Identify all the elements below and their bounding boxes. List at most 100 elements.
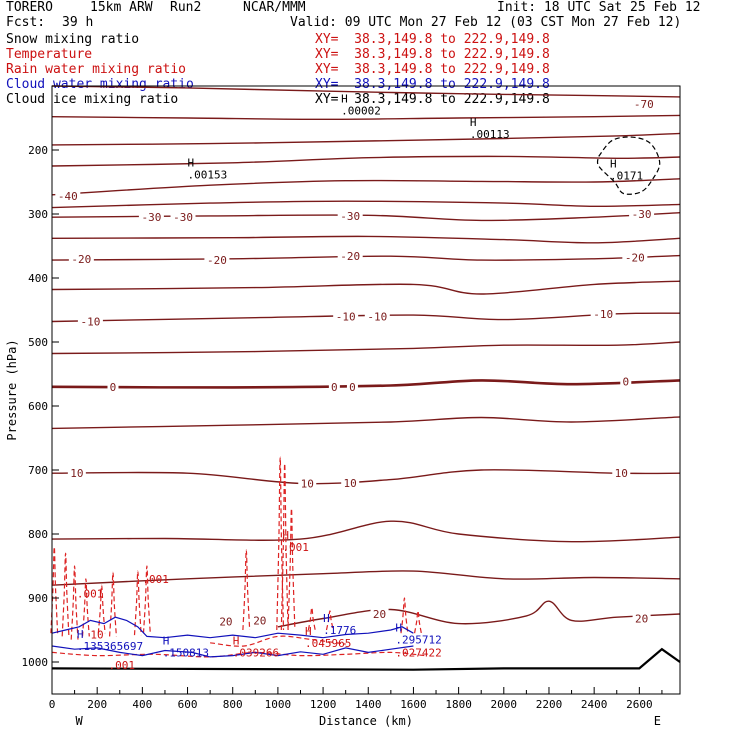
extremum-value: 10 xyxy=(90,628,103,641)
contour-label-bg xyxy=(346,380,358,393)
temperature-contour--35 xyxy=(51,200,681,209)
contour-label-bg xyxy=(632,612,651,625)
contour-label-bg xyxy=(629,208,655,220)
temperature-contour-label: 0 xyxy=(331,381,338,394)
field-name-temperature: Temperature xyxy=(6,47,93,62)
surface-profile xyxy=(51,647,681,671)
field-xy-snow: XY= 38.3,149.8 to 222.9,149.8 xyxy=(315,32,550,47)
contour-label-bg xyxy=(298,477,317,490)
extremum-value: .00153 xyxy=(188,168,228,181)
field-name-rain: Rain water mixing ratio xyxy=(6,62,187,77)
y-tick-label: 900 xyxy=(28,592,48,605)
temperature-contour--60 xyxy=(51,114,681,121)
extremum-marker: H xyxy=(341,92,348,105)
x-tick-label: 0 xyxy=(49,698,56,711)
y-tick-label: 200 xyxy=(28,144,48,157)
x-tick-label: 2000 xyxy=(491,698,518,711)
temperature-contour-18 xyxy=(51,570,681,586)
contour-label-bg xyxy=(216,615,235,628)
init-time: Init: 18 UTC Sat 25 Feb 12 xyxy=(497,0,701,15)
extremum-value: .001 xyxy=(142,573,169,586)
x-tick-label: 400 xyxy=(132,698,152,711)
temperature-contour--40 xyxy=(51,178,681,196)
temperature-contour-label: -10 xyxy=(80,316,100,329)
rain-water-contour xyxy=(400,597,409,634)
extremum-marker: H xyxy=(305,625,312,638)
forecast-hour: 39 h xyxy=(62,15,94,30)
x-tick-label: 1600 xyxy=(400,698,427,711)
temperature-contour-15 xyxy=(51,520,681,543)
rain-water-contour xyxy=(109,571,117,637)
y-tick-label: 400 xyxy=(28,272,48,285)
temperature-contour-label: 20 xyxy=(219,616,232,629)
rain-water-contours xyxy=(50,456,425,658)
contour-label-bg xyxy=(107,380,119,393)
contour-label-bg xyxy=(337,250,363,263)
cloud-ice-contour xyxy=(596,136,661,195)
extremum-value: .039266 xyxy=(233,646,279,659)
extremum-value: .045965 xyxy=(305,637,351,650)
y-tick-label: 600 xyxy=(28,400,48,413)
contour-label-bg xyxy=(138,211,164,224)
temperature-contour--45 xyxy=(51,155,681,167)
contour-label-bg xyxy=(250,614,269,627)
contour-label-bg xyxy=(204,254,230,267)
rain-water-contour xyxy=(81,578,90,637)
extremum-value: .1776 xyxy=(323,624,356,637)
cloud-water-contours xyxy=(51,616,414,658)
west-end-label: W xyxy=(75,714,83,728)
y-tick-label: 500 xyxy=(28,336,48,349)
temperature-contour-label: -70 xyxy=(634,98,654,111)
contour-labels: -70-40-30 -30 -30 -30-20 -20 -20 -20-10 -10 -10-… xyxy=(55,97,657,629)
forecast-label: Fcst: xyxy=(6,15,46,30)
extremum-value: .001 xyxy=(108,659,135,672)
temperature-contour--70 xyxy=(51,85,681,98)
temperature-contour-label: 20 xyxy=(373,608,386,621)
field-name-cloud-water: Cloud water mixing ratio xyxy=(6,77,194,92)
y-axis-label: Pressure (hPa) xyxy=(5,339,19,440)
contour-label-bg xyxy=(620,375,632,388)
temperature-contour-label: -10 xyxy=(336,310,356,323)
x-tick-label: 1400 xyxy=(355,698,382,711)
model-resolution: 15km ARW xyxy=(90,0,153,15)
temperature-contour-label: 10 xyxy=(301,477,314,490)
extremum-marker: H xyxy=(610,158,617,171)
rain-water-contour xyxy=(242,549,251,631)
east-end-label: E xyxy=(654,714,661,728)
contour-label-bg xyxy=(364,310,390,323)
temperature-contour-20 xyxy=(277,600,681,628)
temperature-contour-label: -30 xyxy=(632,208,652,221)
cloud-water-contour xyxy=(51,616,414,639)
cloud-water-contour xyxy=(51,645,414,658)
contour-label-bg xyxy=(337,209,363,222)
extremum-value: .001 xyxy=(77,588,104,601)
extremum-value: .00002 xyxy=(341,104,381,117)
temperature-contour-label: 10 xyxy=(344,477,357,490)
run-label: Run2 xyxy=(170,0,202,15)
temperature-contour--25 xyxy=(51,235,681,244)
extremum-value: .027422 xyxy=(395,646,441,659)
temperature-contour--50 xyxy=(51,132,681,146)
contour-label-bg xyxy=(77,315,103,328)
contour-label-bg xyxy=(55,190,81,203)
x-tick-label: 1000 xyxy=(265,698,292,711)
contour-label-bg xyxy=(328,380,340,393)
contour-label-bg xyxy=(333,310,359,323)
x-tick-label: 600 xyxy=(178,698,198,711)
temperature-contour-label: 10 xyxy=(615,467,628,480)
temperature-contour-label: -10 xyxy=(593,308,613,321)
terrain-surface-line xyxy=(51,647,681,671)
extremum-marker: H xyxy=(470,116,477,129)
temperature-contour-label: 0 xyxy=(349,381,356,394)
extremum-marker: H xyxy=(188,156,195,169)
temperature-contour-label: -20 xyxy=(625,252,645,265)
temperature-contour-label: -20 xyxy=(207,254,227,267)
temperature-contour--15 xyxy=(51,280,681,295)
extremum-value: .001 xyxy=(282,541,309,554)
temperature-contour--20 xyxy=(51,254,681,261)
plot-frame xyxy=(51,85,681,695)
y-tick-label: 300 xyxy=(28,208,48,221)
contour-label-bg xyxy=(341,476,360,489)
extremum-value: .150813 xyxy=(163,646,209,659)
